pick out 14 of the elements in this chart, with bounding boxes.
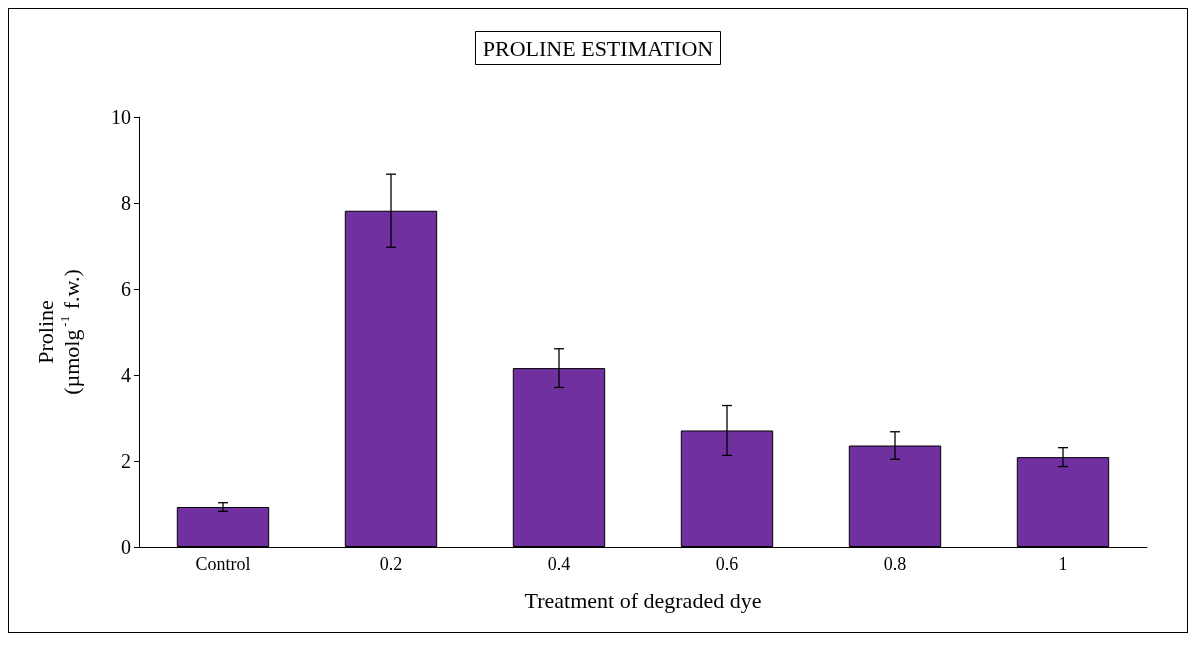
x-tick-label: Control xyxy=(195,554,251,574)
y-tick-label: 10 xyxy=(111,106,131,128)
x-tick-label: 0.6 xyxy=(715,554,739,574)
y-tick-label: 4 xyxy=(121,364,131,386)
chart-title: PROLINE ESTIMATION xyxy=(482,35,714,61)
y-tick-label: 0 xyxy=(121,536,131,558)
y-tick-label: 6 xyxy=(121,278,131,300)
x-axis-title: Treatment of degraded dye xyxy=(524,587,762,613)
x-tick-label: 1 xyxy=(1058,554,1068,574)
x-tick-label: 0.4 xyxy=(547,554,571,574)
y-tick-label: 8 xyxy=(121,192,131,214)
x-tick-label: 0.2 xyxy=(379,554,403,574)
y-tick-label: 2 xyxy=(121,450,131,472)
x-tick-label: 0.8 xyxy=(883,554,907,574)
